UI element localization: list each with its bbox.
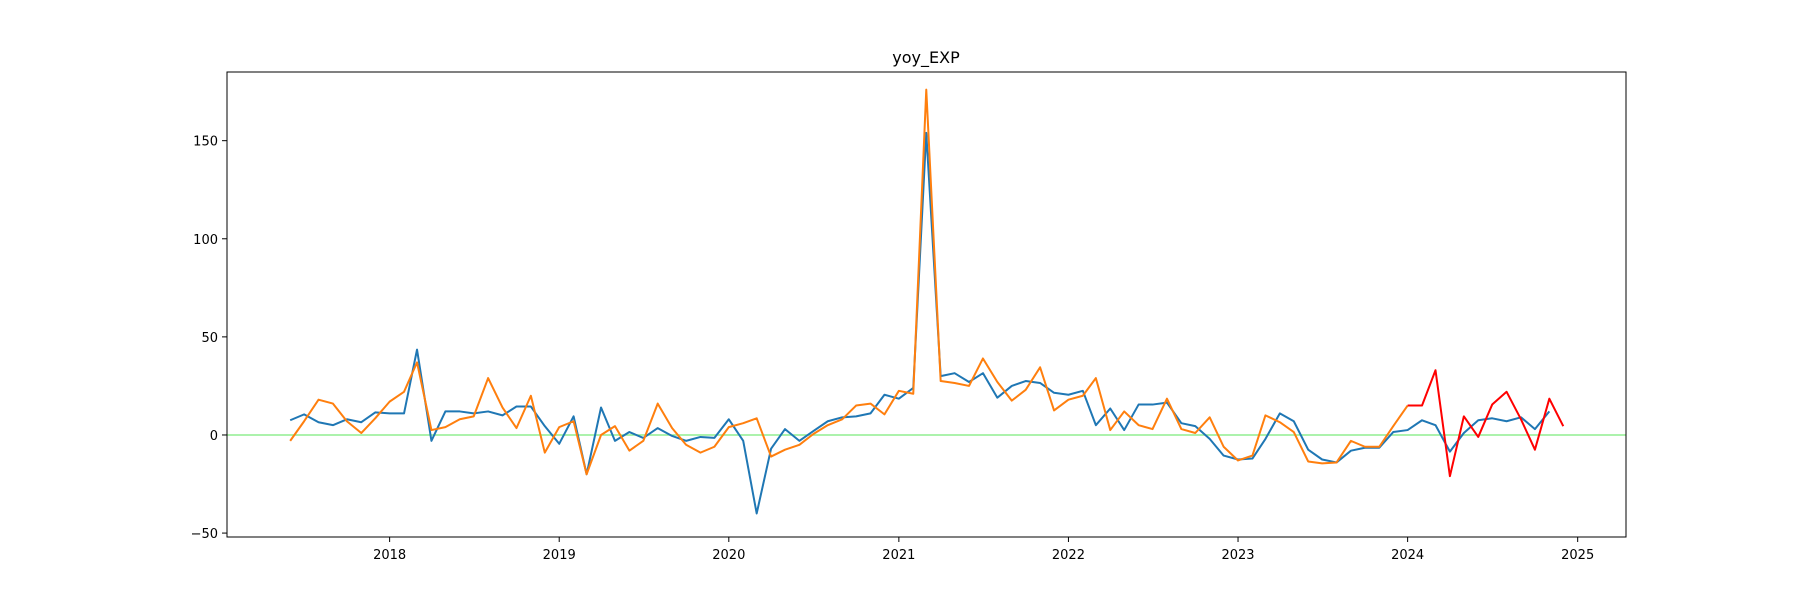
series-line-1 [289, 131, 1551, 515]
x-axis: 2018 2019 2020 2021 2022 2023 2024 2025 [373, 537, 1594, 563]
y-tick-label: −50 [191, 527, 218, 542]
chart-title: yoy_EXP [892, 48, 960, 68]
y-tick-label: 0 [210, 429, 218, 444]
x-tick-label: 2019 [543, 548, 576, 563]
x-tick-label: 2022 [1052, 548, 1085, 563]
series-line-2 [289, 88, 1409, 476]
x-tick-label: 2025 [1561, 548, 1594, 563]
y-axis: −50 0 50 100 150 [191, 135, 227, 542]
y-tick-label: 100 [193, 233, 218, 248]
x-tick-label: 2020 [712, 548, 745, 563]
x-tick-label: 2021 [882, 548, 915, 563]
series-line-3 [1407, 369, 1565, 478]
y-tick-label: 150 [193, 135, 218, 150]
y-tick-label: 50 [201, 331, 218, 346]
x-tick-label: 2023 [1221, 548, 1254, 563]
x-tick-label: 2024 [1391, 548, 1424, 563]
series-layer [289, 88, 1565, 515]
x-tick-label: 2018 [373, 548, 406, 563]
plot-frame [226, 71, 1627, 538]
